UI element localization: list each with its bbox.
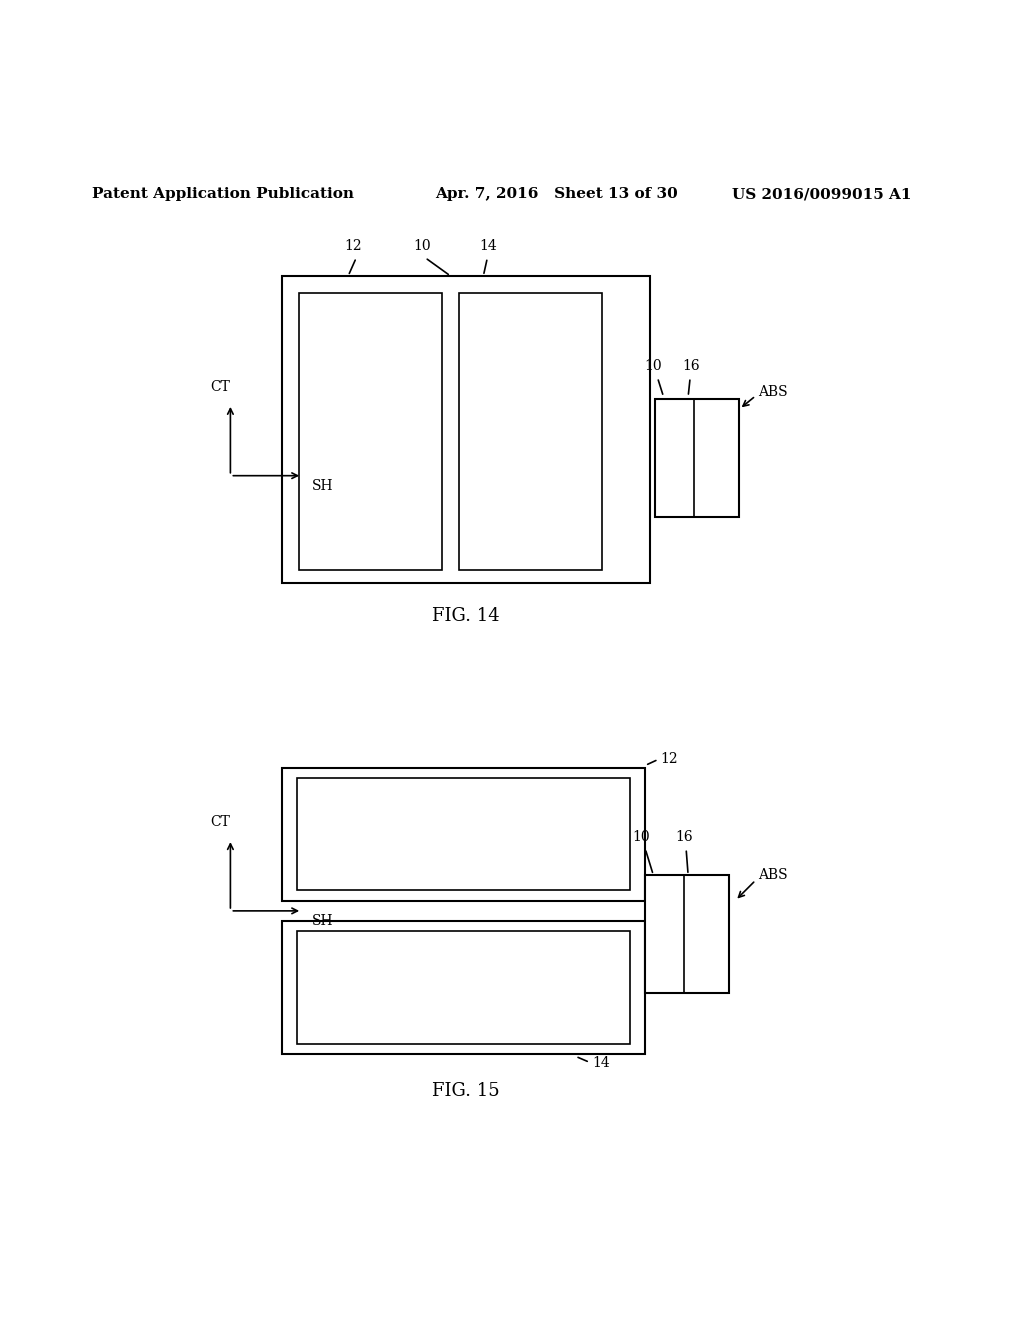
Text: 10: 10	[413, 239, 431, 253]
Text: 16: 16	[675, 830, 693, 845]
Bar	[282, 767, 645, 900]
Bar	[655, 399, 739, 516]
Text: 14: 14	[479, 239, 498, 253]
Text: ABS: ABS	[758, 869, 787, 882]
Bar	[297, 932, 630, 1044]
Text: 14: 14	[592, 1056, 609, 1071]
Bar	[282, 921, 645, 1055]
Text: Apr. 7, 2016   Sheet 13 of 30: Apr. 7, 2016 Sheet 13 of 30	[435, 187, 678, 201]
Bar	[299, 293, 442, 570]
Bar	[459, 293, 602, 570]
Text: SH: SH	[312, 479, 334, 492]
Text: FIG. 15: FIG. 15	[432, 1082, 500, 1100]
Text: 10: 10	[644, 359, 663, 374]
Text: 12: 12	[344, 239, 362, 253]
Text: ABS: ABS	[758, 384, 787, 399]
Text: 16: 16	[682, 359, 700, 374]
Bar	[645, 875, 729, 993]
Text: SH: SH	[312, 915, 334, 928]
Text: 10: 10	[632, 830, 650, 845]
Text: CT: CT	[210, 380, 230, 393]
Text: FIG. 14: FIG. 14	[432, 607, 500, 624]
Text: US 2016/0099015 A1: US 2016/0099015 A1	[732, 187, 911, 201]
Bar	[282, 276, 650, 583]
Text: 12: 12	[660, 752, 678, 767]
Text: Patent Application Publication: Patent Application Publication	[92, 187, 354, 201]
Bar	[297, 777, 630, 891]
Text: CT: CT	[210, 814, 230, 829]
